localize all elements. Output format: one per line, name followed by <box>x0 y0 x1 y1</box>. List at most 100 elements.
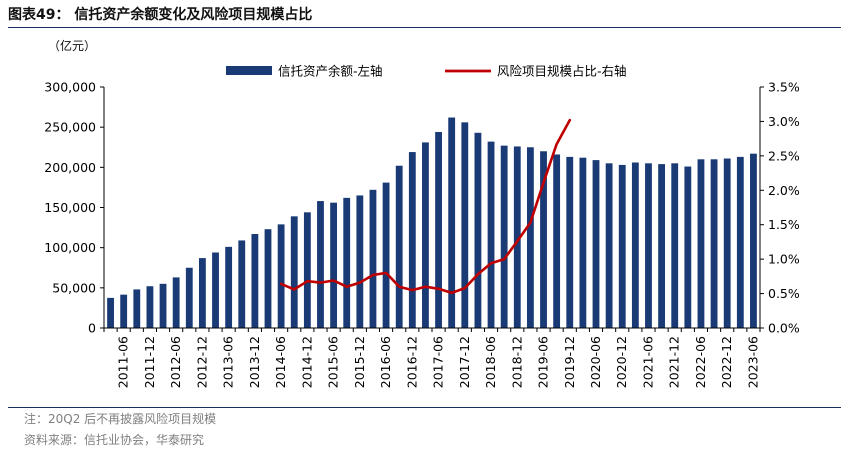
footer-rule <box>8 407 841 408</box>
legend: 信托资产余额-左轴 风险项目规模占比-右轴 <box>226 64 627 79</box>
bar-asset-balance <box>343 197 351 328</box>
x-tick-label: 2013-12 <box>247 336 262 388</box>
x-tick-label: 2011-06 <box>116 336 131 388</box>
bar-asset-balance <box>303 212 311 328</box>
bar-asset-balance <box>159 283 167 328</box>
y-left-tick-label: 200,000 <box>44 160 96 175</box>
x-tick-label: 2020-12 <box>614 336 629 388</box>
x-tick-label: 2022-12 <box>719 336 734 388</box>
bar-asset-balance <box>540 151 547 328</box>
y-right-tick-label: 0.0% <box>768 321 800 336</box>
x-tick-label: 2013-06 <box>221 336 236 388</box>
bar-asset-balance <box>736 156 744 328</box>
axes: 0 50,000 100,000 150,000 200,000 250,000 300,0… <box>44 80 800 389</box>
bar-asset-balance <box>251 234 259 328</box>
y-right-tick-label: 0.5% <box>768 286 800 301</box>
y-right-tick-label: 1.5% <box>768 217 800 232</box>
x-tick-label: 2022-06 <box>693 336 708 388</box>
line-risk-ratio <box>279 118 572 295</box>
y-left-tick-label: 250,000 <box>44 120 96 135</box>
bar-asset-balance <box>671 163 679 328</box>
bar-asset-balance <box>422 142 429 328</box>
bar-asset-balance <box>526 147 534 328</box>
bar-asset-balance <box>107 297 114 328</box>
bar-asset-balance <box>474 132 482 328</box>
bar-asset-balance <box>487 141 495 328</box>
bar-asset-balance <box>356 195 364 328</box>
bar-asset-balance <box>645 163 652 328</box>
left-axis-unit: （亿元） <box>48 39 97 53</box>
x-tick-label: 2023-06 <box>745 336 760 388</box>
x-tick-label: 2011-12 <box>142 336 157 388</box>
x-tick-label: 2019-06 <box>536 336 551 388</box>
x-tick-label: 2015-12 <box>352 336 367 388</box>
bar-asset-balance <box>461 122 469 328</box>
bar-asset-balance <box>618 164 626 328</box>
bar-asset-balance <box>710 159 718 328</box>
x-tick-label: 2021-12 <box>667 336 682 388</box>
y-left-tick-label: 0 <box>88 321 96 336</box>
bar-asset-balance <box>185 267 193 328</box>
bar-asset-balance <box>330 202 338 328</box>
y-right-tick-label: 2.0% <box>768 183 800 198</box>
bar-asset-balance <box>631 162 639 328</box>
legend-label-line: 风险项目规模占比-右轴 <box>497 64 627 79</box>
bar-asset-balance <box>212 252 219 328</box>
y-right-tick-label: 3.5% <box>768 80 800 95</box>
bar-asset-balance <box>750 153 757 328</box>
bar-asset-balance <box>277 224 285 328</box>
x-tick-label: 2017-06 <box>431 336 446 388</box>
title-rule <box>8 27 841 28</box>
y-left-tick-label: 50,000 <box>52 280 96 295</box>
footnote: 注：20Q2 后不再披露风险项目规模 <box>24 412 217 426</box>
bar-asset-balance <box>592 160 600 328</box>
bar-asset-balance <box>198 258 206 328</box>
bar-series <box>107 117 757 328</box>
x-tick-label: 2015-06 <box>326 336 341 388</box>
figure-title: 图表49： 信托资产余额变化及风险项目规模占比 <box>8 7 313 23</box>
bar-asset-balance <box>408 152 416 328</box>
bar-asset-balance <box>146 286 154 328</box>
bar-asset-balance <box>225 246 233 328</box>
bar-asset-balance <box>723 158 731 328</box>
bar-asset-balance <box>369 189 377 328</box>
source-note: 资料来源：信托业协会，华泰研究 <box>24 433 205 447</box>
bar-asset-balance <box>395 165 403 328</box>
bar-asset-balance <box>658 164 666 328</box>
bar-asset-balance <box>500 145 508 328</box>
x-tick-label: 2020-06 <box>588 336 603 388</box>
y-left-tick-label: 150,000 <box>44 200 96 215</box>
bar-asset-balance <box>553 154 561 328</box>
bar-asset-balance <box>566 156 574 328</box>
bar-asset-balance <box>238 240 246 328</box>
bar-asset-balance <box>290 216 298 328</box>
x-tick-label: 2016-12 <box>404 336 419 388</box>
bar-asset-balance <box>513 146 521 328</box>
x-tick-label: 2014-06 <box>273 336 288 388</box>
bar-asset-balance <box>605 163 613 328</box>
y-right-tick-label: 1.0% <box>768 252 800 267</box>
x-tick-label: 2019-12 <box>562 336 577 388</box>
bar-asset-balance <box>435 131 442 328</box>
y-right-tick-label: 3.0% <box>768 114 800 129</box>
x-tick-label: 2021-06 <box>640 336 655 388</box>
x-tick-label: 2018-06 <box>483 336 498 388</box>
bar-asset-balance <box>382 182 390 328</box>
x-tick-label: 2016-06 <box>378 336 393 388</box>
legend-label-bar: 信托资产余额-左轴 <box>278 64 383 79</box>
y-left-tick-label: 100,000 <box>44 240 96 255</box>
line-series <box>279 118 572 295</box>
x-tick-label: 2017-12 <box>457 336 472 388</box>
y-right-tick-label: 2.5% <box>768 148 800 163</box>
x-tick-label: 2018-12 <box>509 336 524 388</box>
bar-asset-balance <box>448 117 456 328</box>
x-tick-label: 2014-12 <box>299 336 314 388</box>
legend-swatch-bar <box>226 66 272 75</box>
bar-asset-balance <box>684 166 692 328</box>
bar-asset-balance <box>133 289 141 328</box>
bar-asset-balance <box>317 201 324 328</box>
bar-asset-balance <box>172 277 180 328</box>
x-tick-label: 2012-06 <box>168 336 183 388</box>
bar-asset-balance <box>697 159 705 328</box>
